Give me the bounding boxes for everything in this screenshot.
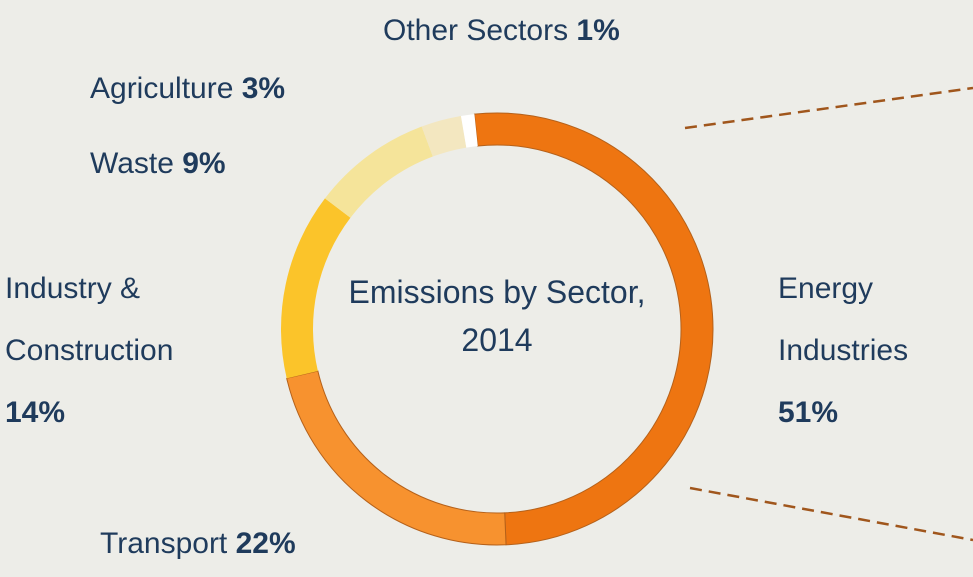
connector [689,486,973,542]
value-label: 22% [235,527,296,560]
slices [281,112,714,546]
slice-label: Agriculture 3% [90,70,285,108]
category-label: Energy Industries [778,272,909,367]
slice-label: Other Sectors 1% [383,12,620,50]
slice-label: Industry & Construction 14% [5,258,265,444]
slice [324,126,433,218]
value-label: 14% [5,396,66,429]
category-label: Other Sectors [383,14,569,47]
slice-label: Waste 9% [90,145,226,183]
value-label: 51% [778,396,839,429]
value-label: 9% [182,147,226,180]
value-label: 1% [576,14,620,47]
slice [281,198,351,379]
category-label: Agriculture [90,72,234,105]
slice [286,370,507,546]
category-label: Waste [90,147,174,180]
slice-label: Transport 22% [100,525,296,563]
slice [421,116,467,157]
slice-label: Energy Industries 51% [778,258,968,444]
value-label: 3% [241,72,286,105]
slice [473,112,714,546]
connector [684,86,973,130]
chart-title: Emissions by Sector, 2014 [348,274,646,358]
slice [460,114,478,148]
category-label: Industry & Construction [5,272,174,367]
category-label: Transport [100,527,228,560]
